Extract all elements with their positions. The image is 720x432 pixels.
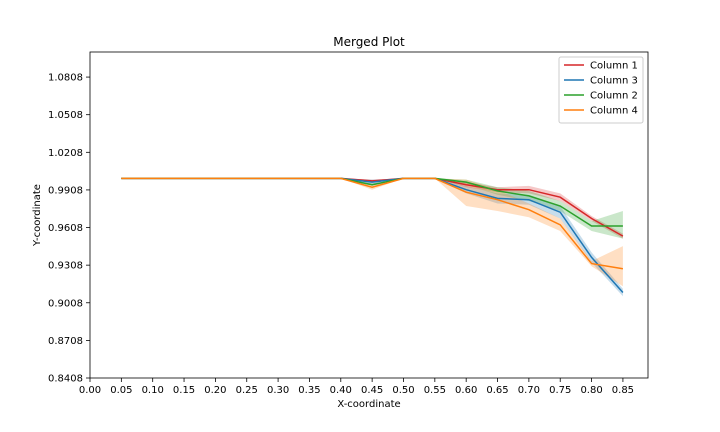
y-tick-label: 0.8408	[48, 374, 83, 385]
y-tick-label: 0.8708	[48, 336, 83, 347]
x-tick-label: 0.15	[173, 385, 195, 396]
x-tick-label: 0.30	[267, 385, 289, 396]
confidence-bands	[121, 178, 623, 297]
axes: 0.00 0.05 0.10 0.15 0.20 0.25 0.30 0.35 0.40 0.45…	[48, 51, 649, 396]
x-tick-label: 0.05	[110, 385, 132, 396]
x-tick-label: 0.55	[424, 385, 446, 396]
y-tick-label: 1.0208	[48, 148, 83, 159]
x-tick-label: 0.00	[79, 385, 101, 396]
chart-title: Merged Plot	[333, 35, 405, 49]
x-tick-label: 0.85	[612, 385, 634, 396]
x-tick-label: 0.25	[236, 385, 258, 396]
legend: Column 1 Column 3 Column 2 Column 4	[558, 56, 644, 124]
x-tick-label: 0.45	[361, 385, 383, 396]
confidence-band-4	[121, 178, 623, 287]
series-lines	[121, 177, 624, 293]
plot-frame	[89, 51, 649, 379]
x-tick-label: 0.60	[455, 385, 477, 396]
x-tick-label: 0.10	[142, 385, 164, 396]
confidence-band-3	[121, 178, 623, 239]
x-tick-label: 0.50	[392, 385, 414, 396]
series-line-4	[121, 177, 624, 270]
x-tick-label: 0.75	[549, 385, 571, 396]
y-tick-label: 1.0508	[48, 110, 83, 121]
y-tick-label: 0.9008	[48, 298, 83, 309]
x-tick-label: 0.20	[204, 385, 226, 396]
legend-label-1: Column 1	[590, 61, 638, 72]
y-tick-label: 1.0808	[48, 73, 83, 84]
legend-box	[558, 56, 644, 124]
x-tick-label: 0.65	[486, 385, 508, 396]
x-tick-label: 0.80	[580, 385, 602, 396]
x-axis-label: X-coordinate	[337, 399, 400, 410]
legend-label-3: Column 2	[590, 91, 638, 102]
y-tick-label: 0.9608	[48, 223, 83, 234]
legend-label-4: Column 4	[590, 106, 638, 117]
x-tick-label: 0.70	[518, 385, 540, 396]
legend-label-2: Column 3	[590, 76, 638, 87]
y-tick-label: 0.9908	[48, 185, 83, 196]
y-tick-label: 0.9308	[48, 261, 83, 272]
y-axis-label: Y-coordinate	[32, 184, 43, 247]
x-tick-label: 0.35	[298, 385, 320, 396]
x-tick-label: 0.40	[330, 385, 352, 396]
